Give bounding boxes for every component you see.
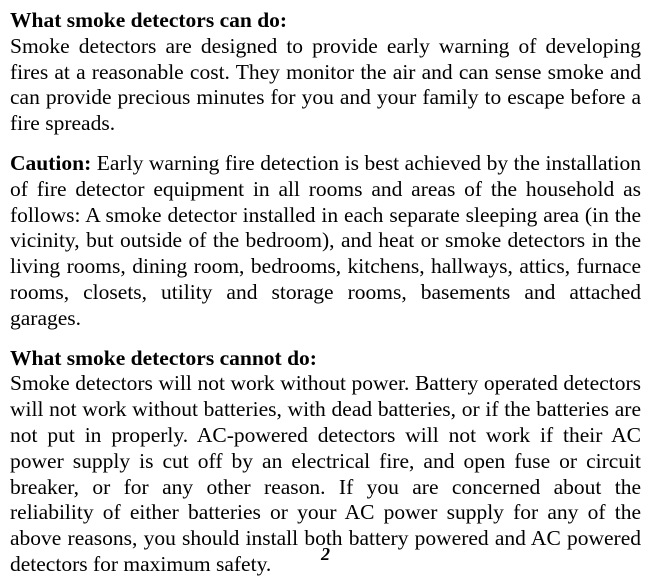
heading-can-do: What smoke detectors can do: bbox=[10, 8, 641, 34]
document-page: What smoke detectors can do: Smoke detec… bbox=[10, 8, 641, 578]
body-caution: Caution: Early warning fire detection is… bbox=[10, 151, 641, 332]
body-can-do: Smoke detectors are designed to provide … bbox=[10, 34, 641, 137]
caution-text: Early warning fire detection is best ach… bbox=[10, 151, 641, 330]
section-can-do: What smoke detectors can do: Smoke detec… bbox=[10, 8, 641, 137]
page-number: 2 bbox=[0, 544, 651, 565]
section-caution: Caution: Early warning fire detection is… bbox=[10, 151, 641, 332]
heading-cannot-do: What smoke detectors cannot do: bbox=[10, 346, 641, 372]
section-cannot-do: What smoke detectors cannot do: Smoke de… bbox=[10, 346, 641, 578]
caution-lead: Caution: bbox=[10, 151, 91, 175]
